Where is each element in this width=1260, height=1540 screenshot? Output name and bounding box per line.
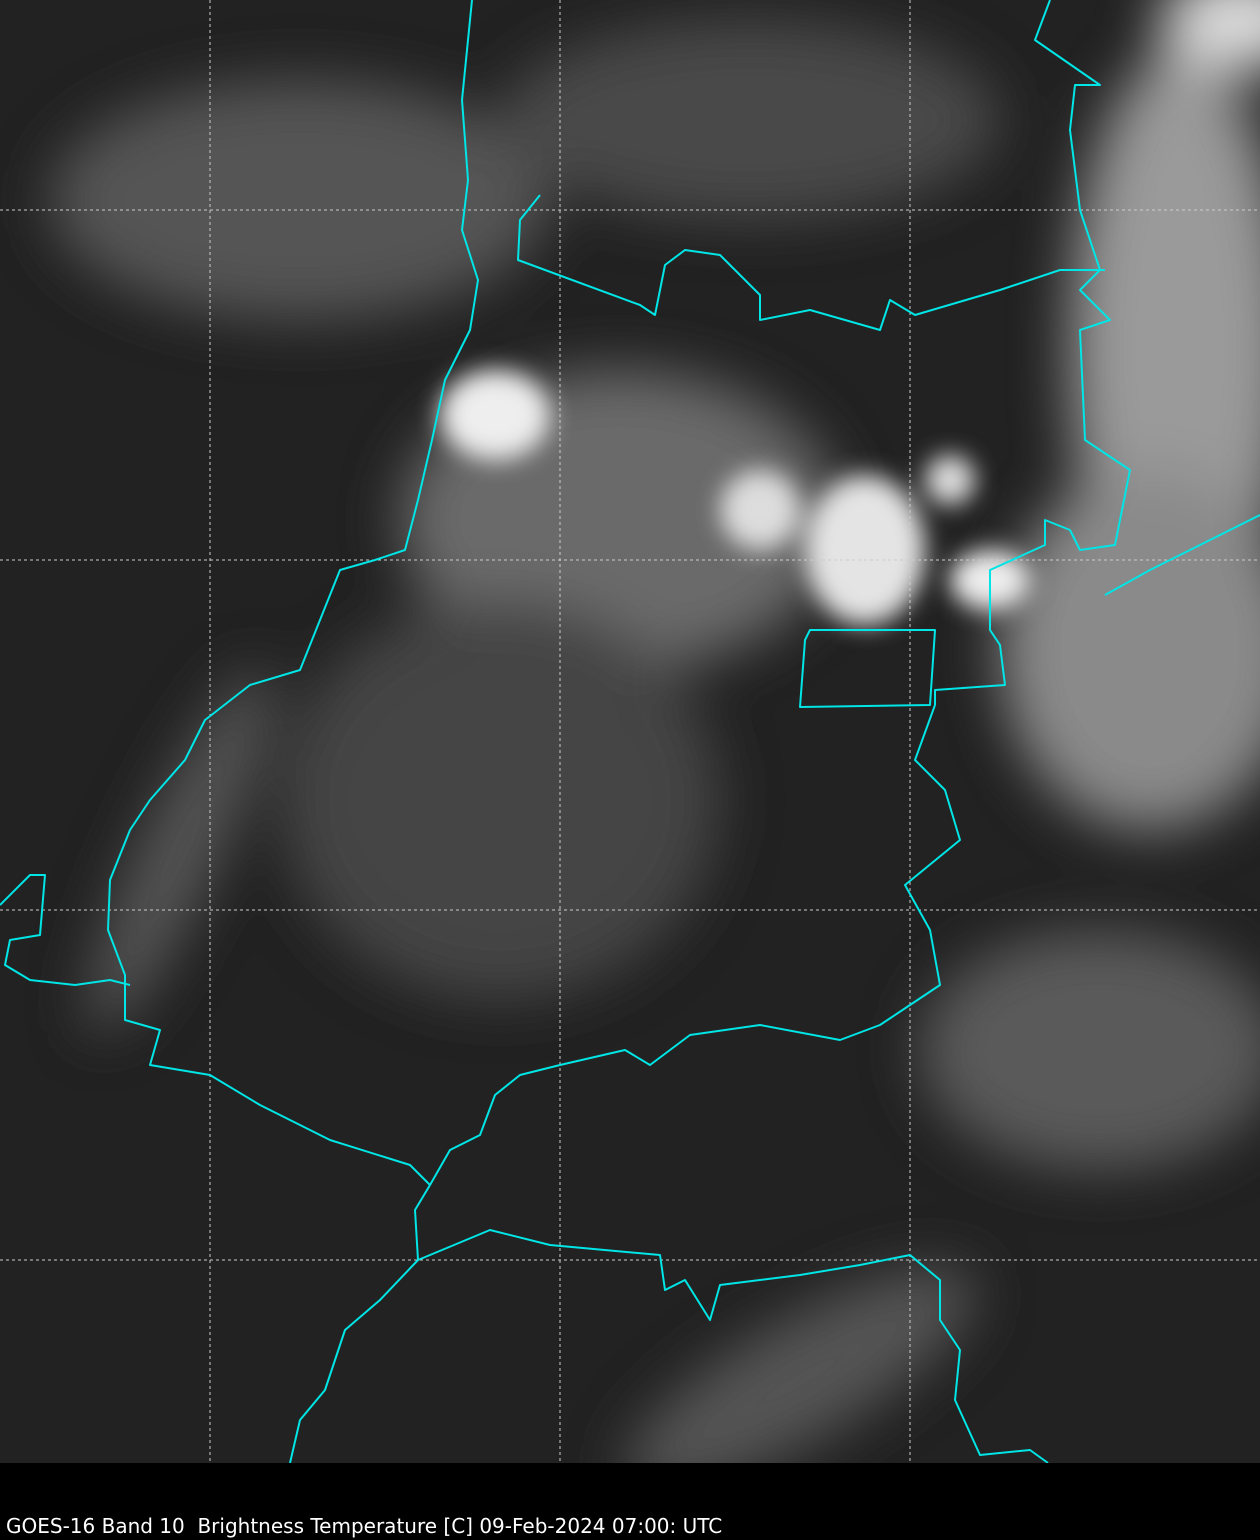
border-northeast bbox=[1104, 514, 1260, 596]
image-caption: GOES-16 Band 10 Brightness Temperature [… bbox=[6, 1514, 723, 1538]
border-south-central bbox=[429, 704, 961, 1186]
border-south bbox=[417, 1229, 1049, 1463]
lat-lon-grid bbox=[0, 0, 1260, 1463]
border-southwest-spur bbox=[0, 874, 131, 986]
border-east bbox=[934, 0, 1131, 705]
convective-cells bbox=[440, 370, 1030, 625]
border-district bbox=[799, 629, 936, 708]
border-west bbox=[107, 0, 479, 1463]
political-borders bbox=[0, 0, 1260, 1463]
border-north bbox=[517, 194, 1105, 331]
satellite-image bbox=[0, 0, 1260, 1463]
